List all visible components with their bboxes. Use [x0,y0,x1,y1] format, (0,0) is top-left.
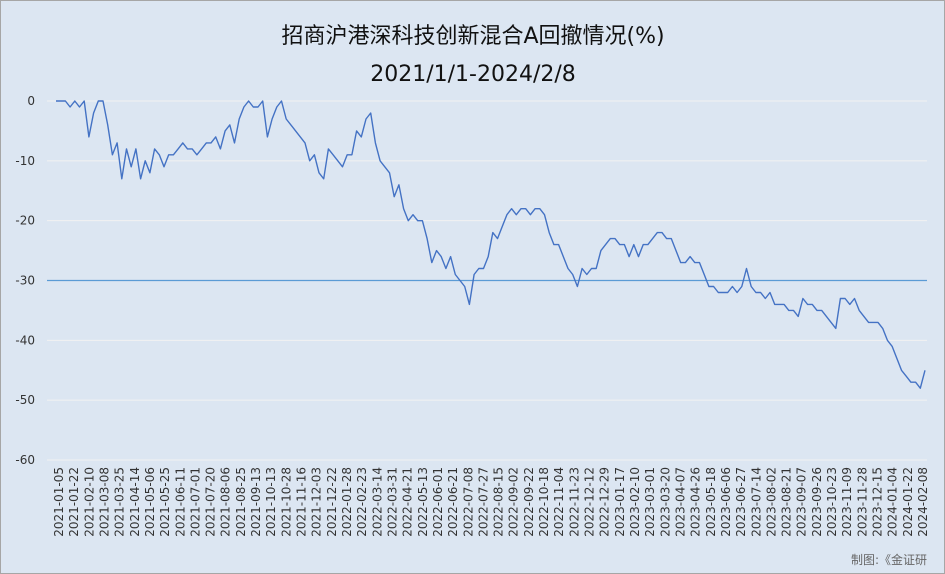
x-tick-label: 2023-06-06 [719,467,733,537]
x-tick-label: 2021-05-25 [158,467,172,537]
x-tick-label: 2023-04-07 [673,467,687,537]
x-tick-label: 2022-10-18 [537,467,551,537]
x-tick-label: 2022-09-22 [522,467,536,537]
x-tick-label: 2021-12-03 [310,467,324,537]
drawdown-series-line [56,100,926,389]
x-tick-label: 2022-04-21 [401,467,415,537]
x-tick-label: 2021-08-25 [234,467,248,537]
y-tick-label: -20 [15,214,35,228]
x-tick-label: 2022-03-14 [370,467,384,537]
x-tick-label: 2021-12-22 [325,467,339,537]
y-axis: 0 -10 -20 -30 -40 -50 -60 [15,94,35,467]
x-tick-label: 2024-02-08 [916,467,930,537]
x-tick-label: 2023-07-14 [749,467,763,537]
x-tick-label: 2023-11-09 [840,467,854,537]
x-tick-label: 2023-09-26 [810,467,824,537]
credit-text: 制图:《金证研 [851,552,927,567]
x-tick-label: 2023-04-26 [689,467,703,537]
x-tick-label: 2022-08-15 [492,467,506,537]
x-axis: 2021-01-05 2021-01-22 2021-02-10 2021-03-08… [52,467,930,537]
x-tick-label: 2021-08-06 [219,467,233,537]
x-tick-label: 2023-02-10 [628,467,642,537]
x-tick-label: 2021-07-20 [204,467,218,537]
x-tick-label: 2022-05-13 [416,467,430,537]
x-tick-label: 2022-12-12 [583,467,597,537]
x-tick-label: 2021-10-28 [279,467,293,537]
x-tick-label: 2022-02-23 [355,467,369,537]
x-tick-label: 2021-03-08 [97,467,111,537]
x-tick-label: 2024-01-22 [901,467,915,537]
chart-title: 招商沪港深科技创新混合A回撤情况(%) [281,24,664,49]
x-tick-label: 2022-06-01 [431,467,445,537]
chart-subtitle: 2021/1/1-2024/2/8 [370,62,576,87]
x-tick-label: 2021-02-10 [82,467,96,537]
x-tick-label: 2021-07-01 [188,467,202,537]
x-tick-label: 2022-06-21 [446,467,460,537]
x-tick-label: 2021-06-11 [173,467,187,537]
x-tick-label: 2023-08-21 [780,467,794,537]
x-tick-label: 2022-12-29 [598,467,612,537]
x-tick-label: 2024-01-04 [886,467,900,537]
x-tick-label: 2021-05-06 [143,467,157,537]
x-tick-label: 2023-03-01 [643,467,657,537]
x-tick-label: 2022-09-02 [507,467,521,537]
x-tick-label: 2022-07-08 [461,467,475,537]
x-tick-label: 2022-01-28 [340,467,354,537]
x-tick-label: 2023-12-15 [871,467,885,537]
x-tick-label: 2022-11-04 [552,467,566,537]
y-tick-label: -60 [15,453,35,467]
x-tick-label: 2021-09-13 [249,467,263,537]
y-tick-label: -50 [15,393,35,407]
y-tick-label: -30 [15,274,35,288]
x-tick-label: 2021-01-05 [52,467,66,537]
x-tick-label: 2021-04-14 [128,467,142,537]
x-tick-label: 2023-10-23 [825,467,839,537]
x-tick-label: 2021-01-22 [67,467,81,537]
x-tick-label: 2023-09-07 [795,467,809,537]
x-tick-label: 2023-05-18 [704,467,718,537]
x-tick-label: 2021-10-13 [264,467,278,537]
y-tick-label: -40 [15,333,35,347]
x-tick-label: 2021-11-16 [295,467,309,537]
y-tick-label: -10 [15,154,35,168]
x-tick-label: 2023-01-17 [613,467,627,537]
x-tick-label: 2023-11-28 [855,467,869,537]
x-tick-label: 2022-07-27 [476,467,490,537]
x-tick-label: 2023-08-02 [764,467,778,537]
x-tick-label: 2023-06-27 [734,467,748,537]
x-tick-label: 2021-03-25 [113,467,127,537]
x-tick-label: 2022-11-23 [567,467,581,537]
x-tick-label: 2022-03-31 [385,467,399,537]
y-tick-label: 0 [27,94,35,108]
x-tick-label: 2023-03-20 [658,467,672,537]
